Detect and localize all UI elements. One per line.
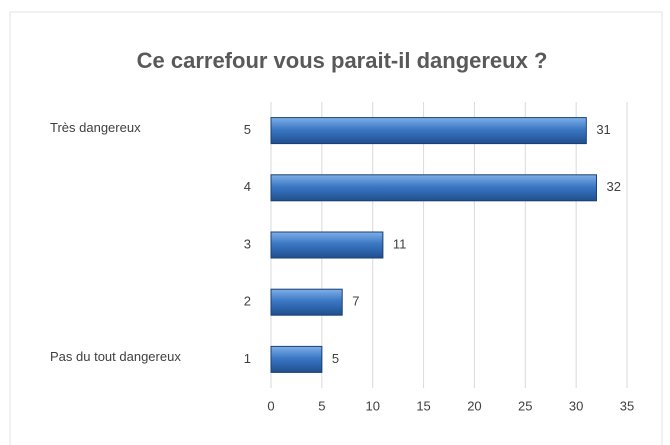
data-label: 32 bbox=[606, 179, 620, 194]
y-tick-label: 2 bbox=[244, 294, 251, 309]
x-tick-label: 15 bbox=[416, 398, 430, 413]
x-tick-label: 20 bbox=[467, 398, 481, 413]
data-label: 31 bbox=[596, 122, 610, 137]
x-tick-label: 10 bbox=[365, 398, 379, 413]
y-tick-label: 5 bbox=[244, 122, 251, 137]
y-tick-label: 1 bbox=[244, 351, 251, 366]
data-label: 5 bbox=[332, 351, 339, 366]
data-label: 7 bbox=[352, 294, 359, 309]
data-label: 11 bbox=[393, 236, 407, 251]
category-description: Très dangereux bbox=[50, 120, 141, 135]
chart-frame bbox=[9, 11, 663, 445]
x-tick-label: 25 bbox=[518, 398, 532, 413]
bar bbox=[270, 174, 597, 202]
y-tick-label: 4 bbox=[244, 179, 251, 194]
bar bbox=[270, 288, 343, 316]
category-description: Pas du tout dangereux bbox=[50, 349, 181, 364]
x-tick-label: 30 bbox=[569, 398, 583, 413]
y-tick-label: 3 bbox=[244, 236, 251, 251]
bar bbox=[270, 231, 384, 259]
bar bbox=[270, 345, 323, 373]
x-tick-label: 0 bbox=[267, 398, 274, 413]
bar bbox=[270, 117, 587, 145]
x-tick-label: 35 bbox=[620, 398, 634, 413]
chart-title: Ce carrefour vous parait-il dangereux ? bbox=[137, 48, 548, 73]
x-tick-label: 5 bbox=[318, 398, 325, 413]
